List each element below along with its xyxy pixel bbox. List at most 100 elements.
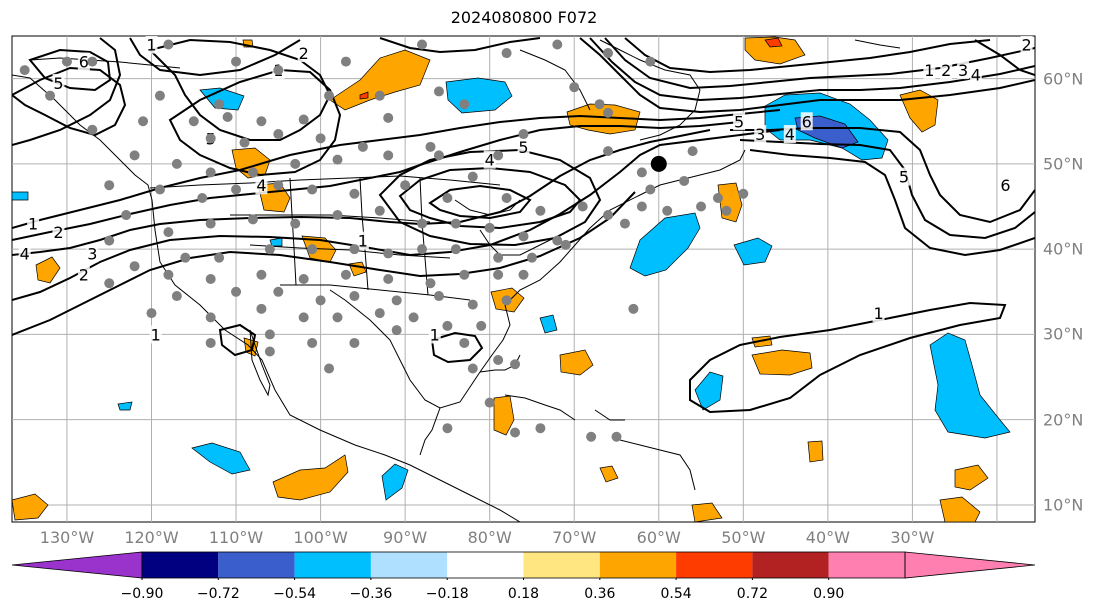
station-dot: [467, 171, 478, 182]
latitude-label: 20°N: [1043, 410, 1084, 430]
station-dot: [290, 218, 301, 229]
contour-label-bg: [800, 112, 813, 131]
station-dot: [349, 244, 360, 255]
contour-label-bg: [52, 73, 65, 92]
contour-label-bg: [940, 61, 953, 80]
station-dot: [146, 308, 157, 319]
longitude-label: 70°W: [552, 528, 597, 547]
station-dot: [467, 299, 478, 310]
contour-label: 4: [971, 65, 981, 84]
station-dot: [603, 146, 614, 157]
contour-label: 6: [1000, 176, 1010, 195]
colorbar-tick-label: 0.36: [584, 586, 616, 602]
station-dot: [400, 180, 411, 191]
station-dot: [560, 239, 571, 250]
contour-label-bg: [957, 61, 970, 80]
contour-label: 2: [53, 223, 63, 242]
station-dot: [231, 184, 242, 195]
contour-label: 2: [79, 266, 89, 285]
station-dot: [163, 269, 174, 280]
contour-labels: 65121541243214534651234265111: [18, 36, 1033, 344]
contour-label: 3: [958, 61, 968, 80]
colorbar-tick-label: 0.18: [507, 586, 540, 602]
longitude-label: 40°W: [805, 528, 850, 547]
station-dot: [324, 363, 335, 374]
negative-anomaly-region: [269, 237, 283, 247]
station-dot: [374, 205, 385, 216]
negative-anomaly-region: [733, 237, 773, 266]
station-dot: [214, 252, 225, 263]
station-dot: [433, 86, 444, 97]
station-dot: [374, 308, 385, 319]
station-dot: [298, 114, 309, 125]
positive-anomaly-region: [954, 464, 989, 491]
station-dot: [383, 112, 394, 123]
station-dot: [476, 320, 487, 331]
longitude-label: 50°W: [721, 528, 766, 547]
positive-anomaly-region: [807, 440, 824, 463]
contour-label: 1: [358, 232, 368, 251]
longitude-label: 120°W: [124, 528, 179, 547]
negative-anomaly-region: [929, 332, 1011, 439]
station-dot: [307, 184, 318, 195]
station-dot: [163, 39, 174, 50]
colorbar-segment: [523, 552, 600, 578]
contour-label: 5: [518, 138, 528, 157]
contour-label: 2: [941, 61, 951, 80]
station-dot: [247, 214, 258, 225]
colorbar-tick-label: −0.90: [120, 586, 164, 602]
station-dot: [129, 150, 140, 161]
negative-anomaly-region: [117, 401, 133, 411]
station-dot: [662, 205, 673, 216]
positive-anomaly-region: [939, 496, 981, 522]
colorbar-tick-label: −0.18: [425, 586, 469, 602]
colorbar-tick-label: −0.36: [349, 586, 393, 602]
contour-label: 4: [20, 244, 30, 263]
station-dot: [493, 355, 504, 365]
station-dot: [518, 129, 529, 140]
station-dot: [273, 65, 284, 76]
station-dot: [712, 193, 723, 203]
positive-anomaly-region: [899, 89, 939, 133]
colorbar-segment: [447, 552, 524, 578]
station-dot: [383, 274, 394, 284]
station-dot: [721, 205, 732, 216]
station-dot: [433, 291, 444, 302]
colorbar: [11, 551, 1036, 580]
station-dot: [493, 269, 504, 280]
colorbar-segment: [599, 552, 677, 578]
negative-anomaly-region: [199, 87, 245, 111]
station-dot: [239, 137, 250, 148]
station-dot: [273, 286, 284, 297]
station-dot: [264, 244, 275, 255]
negative-anomaly-region: [629, 212, 701, 277]
station-dot: [603, 107, 614, 118]
station-dot: [197, 193, 208, 203]
latitude-label: 30°N: [1043, 324, 1084, 344]
contour-label-bg: [517, 137, 530, 156]
station-dot: [171, 158, 182, 169]
station-dot: [442, 423, 453, 434]
colorbar-segment: [218, 552, 295, 578]
negative-anomaly-region: [381, 463, 409, 501]
station-dot: [205, 312, 216, 323]
station-dot: [484, 397, 495, 408]
contour-label: 5: [734, 112, 744, 131]
colorbar-tick-label: 0.54: [660, 586, 692, 602]
station-dot: [154, 184, 165, 195]
station-dot: [45, 90, 56, 101]
station-dot: [205, 274, 216, 284]
shaded-regions: [12, 36, 1011, 522]
station-dot: [535, 423, 546, 434]
station-dot: [467, 363, 478, 374]
station-dot: [391, 295, 402, 306]
contour-label: 1: [430, 325, 440, 344]
station-dot: [332, 210, 343, 221]
station-dot: [450, 218, 461, 229]
contour-label-bg: [86, 244, 99, 263]
contour-label-bg: [783, 125, 796, 144]
highlight-marker: [650, 155, 667, 172]
station-dot: [256, 269, 267, 280]
colorbar-segment: [828, 552, 905, 578]
negative-anomaly-region: [191, 442, 251, 475]
